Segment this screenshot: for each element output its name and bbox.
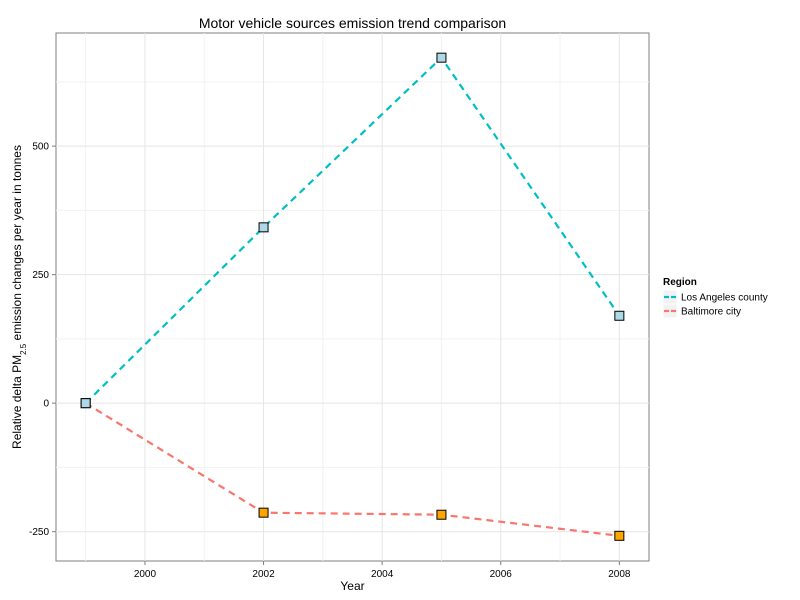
- x-axis-title: Year: [340, 579, 364, 593]
- y-axis-title-subscript: 2.5: [19, 343, 28, 355]
- y-axis-ticks: -250 0 250 500: [29, 142, 56, 538]
- y-axis-title-suffix: emission changes per year in tonnes: [10, 145, 24, 344]
- series-line-los-angeles-county: [84, 56, 621, 404]
- point-baltimore-city: [436, 509, 447, 520]
- point-los-angeles-county: [436, 52, 447, 63]
- legend-key-baltimore-city: [662, 303, 678, 319]
- point-los-angeles-county: [614, 310, 625, 321]
- point-baltimore-city: [614, 530, 625, 541]
- x-tick-label: 2006: [490, 569, 513, 580]
- minor-gridlines: [56, 33, 649, 561]
- y-tick-label: 500: [32, 142, 49, 153]
- major-gridlines: [56, 33, 649, 561]
- chart-title: Motor vehicle sources emission trend com…: [199, 15, 506, 31]
- point-los-angeles-county: [258, 222, 269, 233]
- plot-panel: [55, 32, 650, 562]
- y-axis-title: Relative delta PM2.5 emission changes pe…: [10, 145, 28, 449]
- x-tick-label: 2008: [608, 569, 631, 580]
- y-axis-title-prefix: Relative delta PM: [10, 355, 24, 449]
- series-layer: [80, 52, 625, 541]
- legend: Region Los Angeles county Baltimore city: [662, 277, 768, 319]
- legend-title: Region: [663, 277, 697, 288]
- legend-label-los-angeles-county: Los Angeles county: [681, 293, 768, 304]
- x-tick-label: 2004: [371, 569, 394, 580]
- point-los-angeles-county: [80, 398, 91, 409]
- x-tick-label: 2002: [252, 569, 275, 580]
- legend-label-baltimore-city: Baltimore city: [681, 307, 741, 318]
- x-tick-label: 2000: [134, 569, 157, 580]
- x-axis-ticks: 2000 2002 2004 2006 2008: [134, 561, 631, 580]
- point-baltimore-city: [258, 507, 269, 518]
- y-tick-label: 0: [43, 399, 49, 410]
- y-tick-label: 250: [32, 270, 49, 281]
- y-tick-label: -250: [29, 527, 49, 538]
